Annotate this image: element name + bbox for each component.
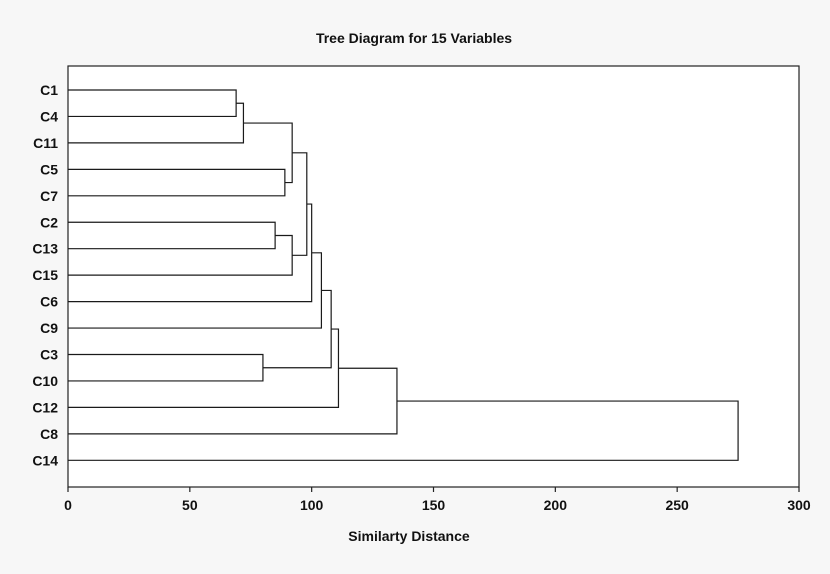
leaf-label-c10: C10 <box>32 373 58 389</box>
dendrogram-link-m4 <box>243 122 293 184</box>
leaf-label-c15: C15 <box>32 267 58 283</box>
dendrogram-link-m10 <box>68 353 264 382</box>
dendrogram-link-m6 <box>68 234 293 276</box>
leaf-label-c13: C13 <box>32 241 58 257</box>
dendrogram-link-m3 <box>68 168 286 197</box>
dendrogram-link-m7 <box>292 152 308 256</box>
leaf-label-c1: C1 <box>40 82 58 98</box>
x-tick-label-50: 50 <box>182 497 198 513</box>
x-tick-label-100: 100 <box>300 497 324 513</box>
leaf-label-c3: C3 <box>40 347 58 363</box>
leaf-label-c6: C6 <box>40 294 58 310</box>
leaf-label-c11: C11 <box>33 135 58 151</box>
leaf-labels: C1 C4 C11 C5 C7 C2 C13 C15 C6 C9 C3 C10 C12 C8 C14 <box>32 82 58 468</box>
plot-frame <box>67 65 800 488</box>
leaf-label-c2: C2 <box>40 214 58 230</box>
x-tick-label-250: 250 <box>665 497 689 513</box>
leaf-label-c4: C4 <box>40 108 58 124</box>
leaf-label-c8: C8 <box>40 426 58 442</box>
x-axis: 0 50 100 150 200 250 300 <box>64 487 811 513</box>
x-tick-label-0: 0 <box>64 497 72 513</box>
chart-title: Tree Diagram for 15 Variables <box>316 30 512 46</box>
leaf-label-c9: C9 <box>40 320 58 336</box>
leaf-label-c7: C7 <box>40 188 58 204</box>
leaf-label-c5: C5 <box>40 161 58 177</box>
dendrogram-link-m9 <box>68 252 323 329</box>
dendrogram-link-m14 <box>68 400 739 461</box>
x-axis-title: Similarty Distance <box>348 528 470 544</box>
dendrogram-links <box>68 89 739 461</box>
leaf-label-c12: C12 <box>32 399 58 415</box>
x-tick-label-300: 300 <box>787 497 811 513</box>
x-tick-label-150: 150 <box>422 497 446 513</box>
leaf-label-c14: C14 <box>32 452 58 468</box>
x-tick-label-200: 200 <box>544 497 568 513</box>
